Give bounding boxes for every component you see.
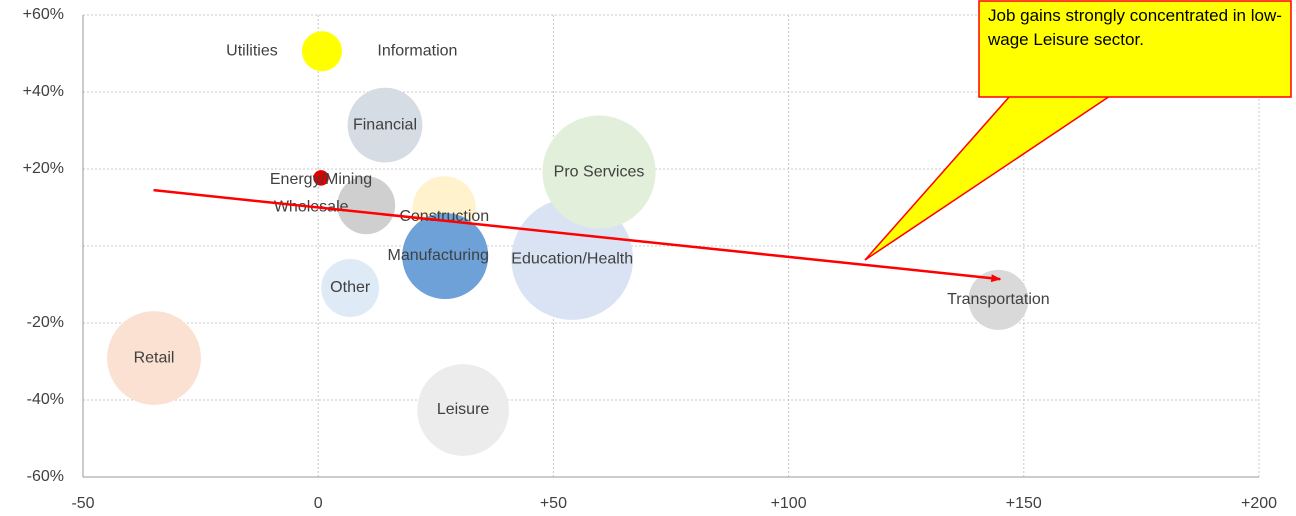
y-tick-label: +60% (23, 6, 64, 23)
bubble-label: Construction (399, 208, 489, 225)
x-tick-label: +50 (540, 495, 567, 512)
x-tick-label: +100 (771, 495, 807, 512)
bubble (107, 311, 201, 405)
bubble (313, 170, 329, 186)
x-tick-label: -50 (71, 495, 94, 512)
bubble (968, 269, 1029, 330)
bubble-label: Other (330, 279, 371, 296)
bubble-label: Transportation (947, 291, 1050, 308)
bubble (305, 33, 340, 69)
x-tick-label: 0 (314, 495, 323, 512)
bubble-label: Information (377, 42, 457, 59)
x-tick-label: +200 (1241, 495, 1277, 512)
bubble (417, 364, 509, 456)
bubble-label: Pro Services (554, 163, 645, 180)
bubble-label: Education/Health (511, 250, 633, 267)
bubble-label: Financial (353, 116, 417, 133)
callout-text: Job gains strongly concentrated in low-w… (988, 6, 1282, 49)
x-tick-label: +150 (1006, 495, 1042, 512)
bubble-label: Energy/Mining (270, 171, 372, 188)
bubble-label: Manufacturing (388, 247, 489, 264)
bubble (542, 115, 656, 229)
y-tick-label: -60% (27, 468, 64, 485)
bubble (511, 198, 634, 320)
bubble (347, 87, 423, 163)
callout-pointer (864, 95, 1113, 261)
y-tick-label: -20% (27, 314, 64, 331)
y-tick-label: -40% (27, 391, 64, 408)
y-tick-label: +40% (23, 83, 64, 100)
bubble-label: Utilities (226, 42, 278, 59)
bubble (321, 258, 380, 317)
bubble-label: Leisure (437, 401, 490, 418)
bubble (337, 176, 396, 235)
y-tick-label: +20% (23, 160, 64, 177)
bubble (402, 212, 489, 300)
bubble-label: Retail (134, 349, 175, 366)
callout-box (978, 0, 1292, 98)
trend-line (153, 188, 1002, 283)
